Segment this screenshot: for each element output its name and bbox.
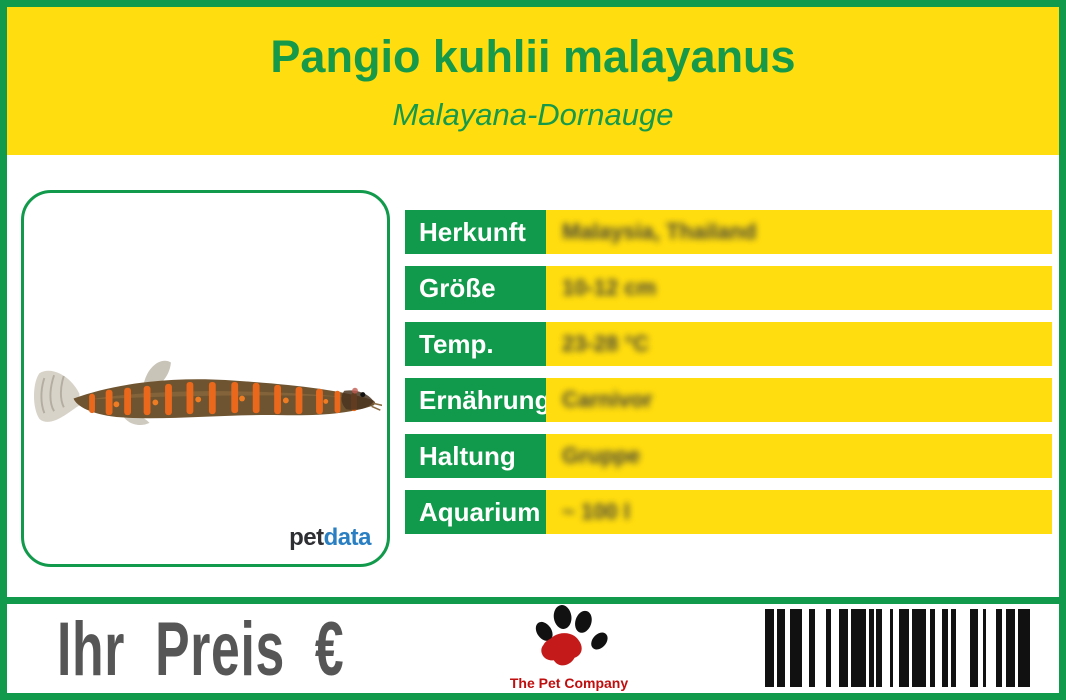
row-label: Temp.	[405, 322, 546, 366]
main-section: petdata Herkunft Malaysia, Thailand Größe 1…	[7, 155, 1059, 597]
barcode-bar	[983, 609, 986, 687]
barcode-bar	[790, 609, 802, 687]
barcode-bar	[930, 609, 935, 687]
row-value-text: ~ 100 l	[562, 499, 630, 524]
barcode-bar	[876, 609, 882, 687]
barcode-bar	[951, 609, 956, 687]
barcode-bar	[970, 609, 978, 687]
row-value-text: Carnivor	[562, 387, 653, 412]
barcode-space	[882, 609, 890, 687]
table-row: Temp. 23-28 °C	[405, 322, 1052, 366]
barcode-space	[802, 609, 809, 687]
row-value: Carnivor	[546, 378, 1052, 422]
pet-company-name: The Pet Company	[509, 675, 629, 691]
row-value: Gruppe	[546, 434, 1052, 478]
row-label: Ernährung	[405, 378, 550, 422]
fish-photo	[33, 360, 382, 425]
barcode-bar	[899, 609, 909, 687]
footer-divider	[7, 597, 1059, 604]
barcode-space	[956, 609, 970, 687]
table-row: Größe 10-12 cm	[405, 266, 1052, 310]
barcode-bar	[851, 609, 866, 687]
price-label: Ihr Preis €	[57, 607, 345, 692]
table-row: Herkunft Malaysia, Thailand	[405, 210, 1052, 254]
row-value: 23-28 °C	[546, 322, 1052, 366]
barcode-bar	[809, 609, 815, 687]
row-value: 10-12 cm	[546, 266, 1052, 310]
paw-print-icon	[535, 605, 608, 666]
table-row: Haltung Gruppe	[405, 434, 1052, 478]
petdata-logo: petdata	[289, 524, 371, 552]
barcode-space	[986, 609, 996, 687]
footer: Ihr Preis € The Pet Company	[7, 604, 1059, 693]
species-info-table: Herkunft Malaysia, Thailand Größe 10-12 cm T…	[405, 210, 1052, 546]
row-value-text: Malaysia, Thailand	[562, 219, 757, 244]
petdata-logo-data: data	[323, 524, 372, 551]
barcode-bar	[777, 609, 785, 687]
barcode	[765, 609, 1030, 687]
row-value-text: 10-12 cm	[562, 275, 657, 300]
table-row: Ernährung Carnivor	[405, 378, 1052, 422]
barcode-bar	[1018, 609, 1030, 687]
barcode-bar	[765, 609, 774, 687]
row-value-text: 23-28 °C	[562, 331, 650, 356]
row-label: Haltung	[405, 434, 546, 478]
row-label: Herkunft	[405, 210, 546, 254]
barcode-bar	[1006, 609, 1015, 687]
barcode-bar	[912, 609, 926, 687]
header: Pangio kuhlii malayanus Malayana-Dornaug…	[7, 7, 1059, 155]
barcode-bar	[996, 609, 1002, 687]
fish-photo-frame: petdata	[21, 190, 390, 567]
row-label: Größe	[405, 266, 546, 310]
barcode-bar	[942, 609, 948, 687]
barcode-space	[935, 609, 942, 687]
barcode-space	[831, 609, 839, 687]
table-row: Aquarium ~ 100 l	[405, 490, 1052, 534]
barcode-bar	[826, 609, 831, 687]
barcode-bar	[869, 609, 874, 687]
barcode-bar	[839, 609, 848, 687]
row-value-text: Gruppe	[562, 443, 641, 468]
row-value: ~ 100 l	[546, 490, 1052, 534]
barcode-bar	[890, 609, 893, 687]
row-label: Aquarium	[405, 490, 546, 534]
species-title: Pangio kuhlii malayanus	[270, 31, 796, 82]
barcode-space	[815, 609, 826, 687]
row-value: Malaysia, Thailand	[546, 210, 1052, 254]
petdata-logo-pet: pet	[289, 524, 324, 551]
pet-company-logo: The Pet Company	[507, 605, 631, 691]
common-name-subtitle: Malayana-Dornauge	[392, 97, 674, 132]
